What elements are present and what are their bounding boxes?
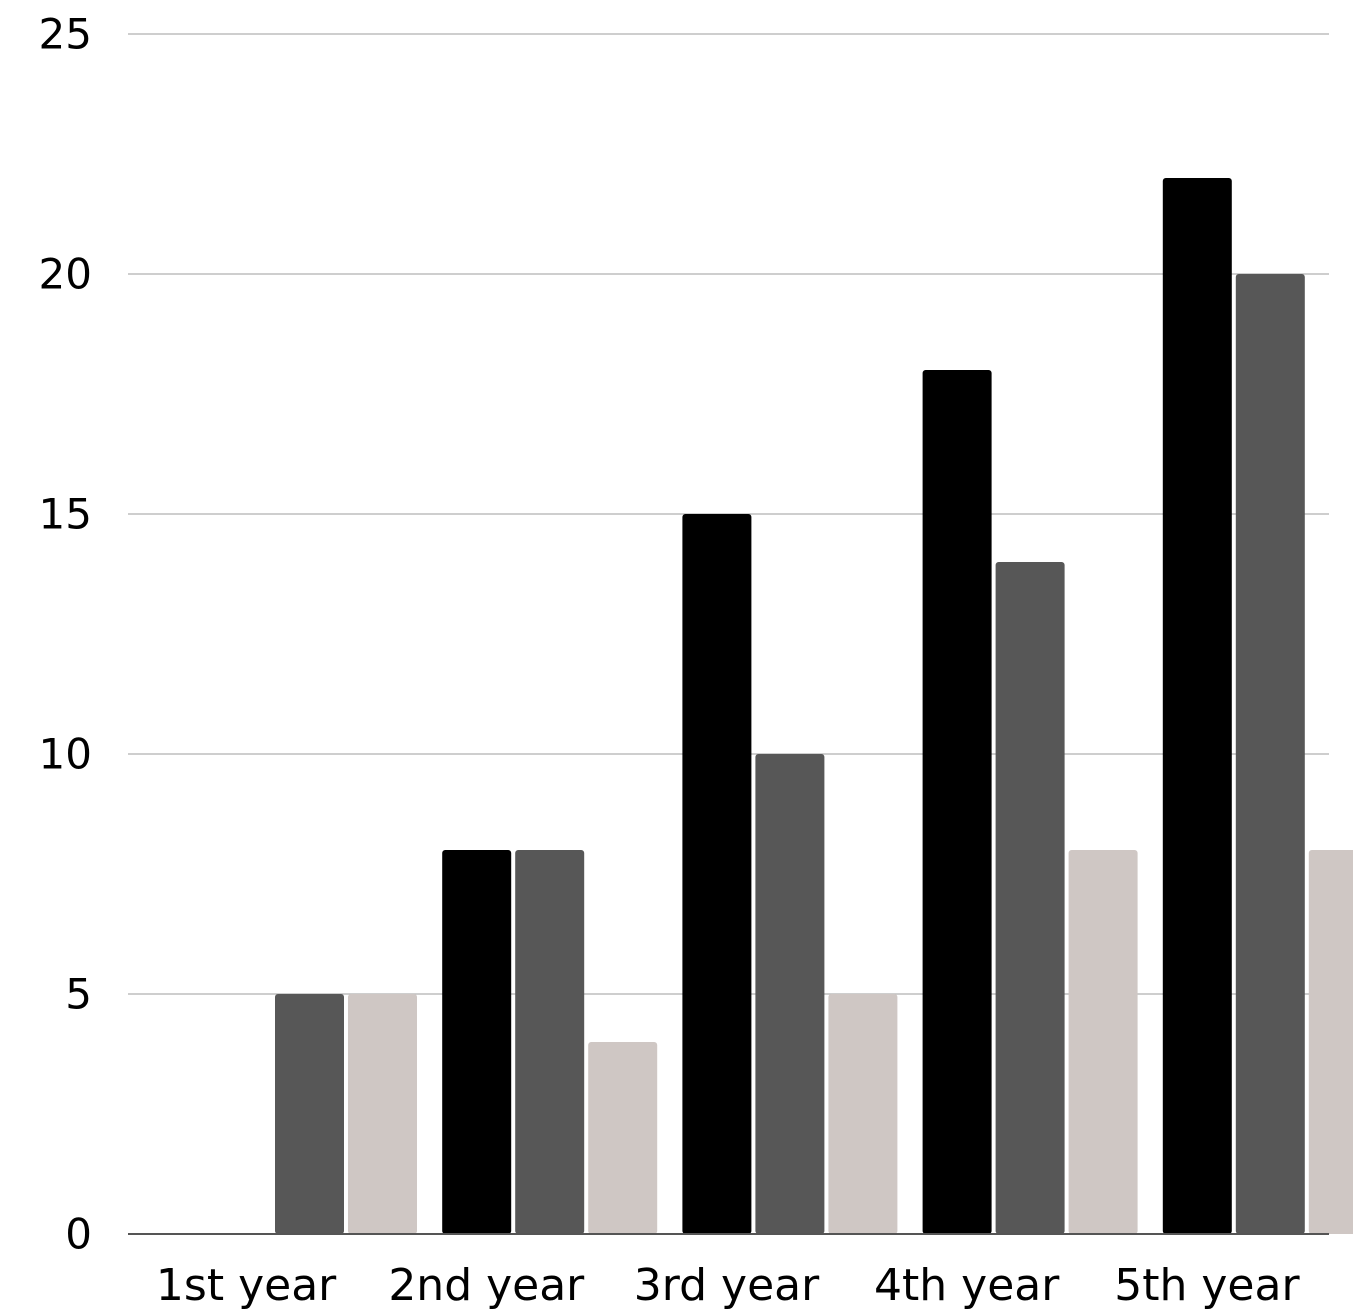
bar xyxy=(1235,274,1305,1234)
bar xyxy=(682,514,752,1234)
y-tick-label: 20 xyxy=(39,250,92,299)
bar xyxy=(755,754,825,1234)
bar xyxy=(1308,850,1353,1234)
bar xyxy=(588,1042,658,1234)
x-category-label: 3rd year xyxy=(634,1260,820,1311)
bar xyxy=(1162,178,1232,1234)
x-category-label: 2nd year xyxy=(388,1260,585,1311)
x-category-label: 5th year xyxy=(1114,1260,1300,1311)
bar xyxy=(348,994,417,1234)
bar xyxy=(275,994,344,1234)
y-tick-label: 0 xyxy=(65,1210,92,1259)
bar xyxy=(995,562,1065,1234)
y-tick-label: 25 xyxy=(39,10,92,59)
x-axis-category-labels: 1st year 2nd year 3rd year 4th year 5th year xyxy=(156,1260,1301,1311)
y-tick-label: 15 xyxy=(39,490,92,539)
bar xyxy=(828,994,898,1234)
bar xyxy=(922,370,992,1234)
y-tick-label: 10 xyxy=(39,730,92,779)
bars xyxy=(128,178,1353,1235)
bar xyxy=(515,850,585,1234)
x-category-label: 1st year xyxy=(156,1260,337,1311)
bar xyxy=(442,850,512,1234)
x-category-label: 4th year xyxy=(874,1260,1060,1311)
y-axis-tick-labels: 0 5 10 15 20 25 xyxy=(39,10,92,1259)
y-tick-label: 5 xyxy=(65,970,92,1019)
bar xyxy=(1068,850,1138,1234)
